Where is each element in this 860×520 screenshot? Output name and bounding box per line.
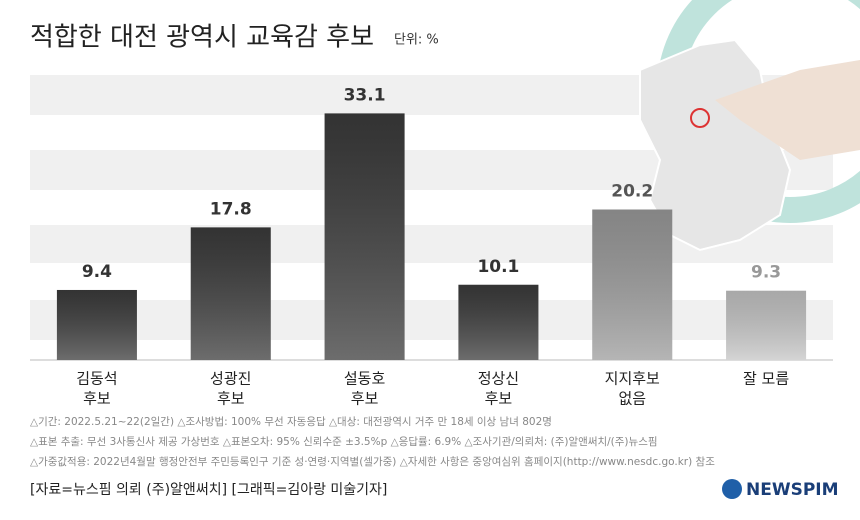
x-tick-label: 없음 bbox=[618, 390, 646, 408]
value-label: 9.3 bbox=[751, 263, 781, 283]
value-label: 17.8 bbox=[210, 199, 252, 219]
x-tick-label: 후보 bbox=[217, 390, 245, 408]
x-tick-label: 지지후보 bbox=[605, 370, 660, 388]
bar-shade bbox=[324, 113, 405, 360]
bar-shade bbox=[56, 289, 137, 360]
x-tick-label: 성광진 bbox=[210, 370, 251, 388]
value-label: 10.1 bbox=[477, 257, 519, 277]
unit: 단위: % bbox=[394, 33, 439, 48]
decor-stamp bbox=[690, 108, 710, 128]
x-tick-label: 잘 모름 bbox=[743, 370, 789, 388]
note: △기간: 2022.5.21~22(2일간) △조사방법: 100% 무선 자동… bbox=[30, 415, 552, 428]
x-tick-label: 김동석 bbox=[76, 370, 117, 388]
x-tick-label: 후보 bbox=[351, 390, 379, 408]
logo: NEWSPIM bbox=[746, 480, 839, 500]
bar-shade bbox=[592, 209, 673, 360]
logo-mark bbox=[722, 479, 742, 499]
source: [자료=뉴스핌 의뢰 (주)알앤써치] [그래픽=김아랑 미술기자] bbox=[30, 482, 387, 498]
decor-hand bbox=[715, 60, 860, 160]
chart-title: 적합한 대전 광역시 교육감 후보 bbox=[30, 23, 374, 53]
value-label: 33.1 bbox=[344, 85, 386, 105]
note: △가중값적용: 2022년4월말 행정안전부 주민등록인구 기준 성·연령·지역… bbox=[30, 455, 715, 468]
bar-shade bbox=[190, 227, 271, 360]
value-label: 20.2 bbox=[611, 182, 653, 202]
x-tick-label: 후보 bbox=[83, 390, 111, 408]
bar-shade bbox=[726, 290, 807, 360]
x-tick-label: 설동호 bbox=[344, 370, 386, 388]
x-tick-label: 정상신 bbox=[478, 370, 519, 388]
x-tick-label: 후보 bbox=[485, 390, 513, 408]
note: △표본 추출: 무선 3사통신사 제공 가상번호 △표본오차: 95% 신뢰수준… bbox=[30, 436, 658, 448]
bar-shade bbox=[458, 284, 539, 360]
band bbox=[30, 300, 833, 340]
value-label: 9.4 bbox=[82, 262, 112, 282]
